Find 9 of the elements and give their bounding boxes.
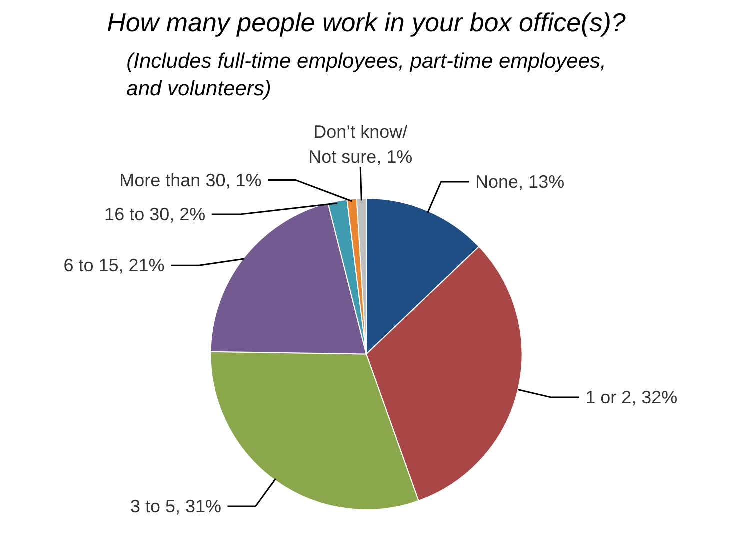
slice-label: More than 30, 1%: [120, 170, 262, 190]
slice-label: None, 13%: [476, 172, 565, 192]
slice-label: 16 to 30, 2%: [104, 204, 206, 225]
chart-title: How many people work in your box office(s)?: [107, 8, 626, 38]
chart-subtitle: (Includes full-time employees, part-time employees, and volunteers): [126, 50, 606, 100]
slice-label: 1 or 2, 32%: [586, 388, 678, 408]
slice-label: Don’t know/ Not sure, 1%: [308, 122, 413, 168]
slice-label: 6 to 15, 21%: [64, 256, 165, 276]
slice-label: 3 to 5, 31%: [130, 496, 222, 516]
